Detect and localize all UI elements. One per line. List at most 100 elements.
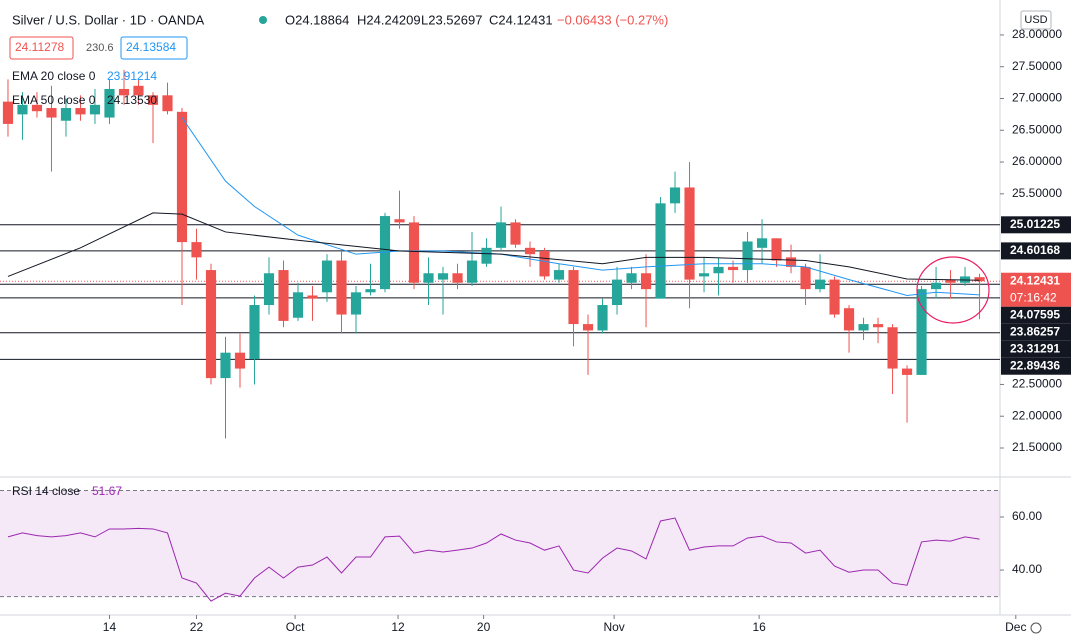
spread: 230.6 [86, 42, 114, 54]
candle-body [611, 279, 623, 306]
settings-icon[interactable] [1030, 622, 1042, 634]
candle-body [843, 308, 855, 331]
candle-body [31, 104, 43, 112]
candle-body [220, 352, 231, 379]
candle-body [60, 108, 72, 121]
candle-body [829, 279, 840, 315]
candle-body [756, 238, 768, 248]
x-tick-label: Dec [1005, 620, 1026, 634]
ohlc-close: C24.12431 [489, 12, 553, 27]
candle-body [191, 242, 202, 258]
candle-body [249, 305, 260, 360]
candle-body [785, 257, 797, 267]
candle-body [118, 88, 130, 96]
candle-body [147, 95, 159, 105]
candle-body [887, 327, 898, 369]
candle-body [394, 219, 405, 223]
candle-body [568, 270, 579, 325]
candle-body [336, 260, 347, 315]
ohlc-low: L23.52697 [421, 12, 482, 27]
ask: 24.13584 [126, 40, 176, 54]
x-tick-label: Oct [286, 620, 305, 634]
candle-body [771, 238, 782, 261]
candle-body [727, 266, 739, 271]
candle-body [176, 111, 188, 243]
price-label-bg [1001, 242, 1071, 260]
candle-body [582, 324, 594, 331]
price-label-bg [1001, 306, 1071, 324]
plot-area [0, 69, 1000, 602]
ohlc-high: H24.24209 [357, 12, 421, 27]
price-label: 25.01225 [1010, 217, 1060, 231]
candle-body [321, 260, 333, 293]
price-label: 24.12431 [1010, 273, 1060, 287]
candle-body [365, 289, 376, 293]
x-tick-label: 12 [391, 620, 405, 634]
currency: USD [1024, 14, 1047, 26]
candle-body [350, 292, 362, 315]
price-label: 23.86257 [1010, 324, 1060, 338]
rsi-band [0, 490, 1000, 597]
status-dot [259, 16, 267, 24]
currency-button[interactable] [1020, 10, 1052, 30]
price-label-bg [1001, 357, 1071, 375]
candle-body [800, 266, 811, 290]
price-label: 23.31291 [1010, 341, 1060, 355]
candle-body [437, 273, 449, 280]
candle-body [89, 104, 101, 115]
ema20-label: EMA 20 close 0 [12, 69, 96, 83]
candle-body [205, 270, 217, 379]
candle-body [916, 289, 927, 375]
candle-body [46, 108, 57, 118]
rsi-label: RSI 14 close [12, 484, 80, 498]
candle-body [901, 368, 913, 375]
ema50-value: 24.13530 [107, 93, 157, 107]
ema-line [181, 117, 980, 296]
y-tick-label: 27.50000 [1012, 59, 1062, 73]
y-tick-label: 21.50000 [1012, 440, 1062, 454]
candle-body [684, 187, 695, 280]
price-label-bg [1001, 272, 1071, 307]
candle-body [640, 273, 652, 290]
candle-body [263, 273, 275, 306]
y-tick-label: 22.50000 [1012, 377, 1062, 391]
candle-body [452, 273, 463, 283]
y-tick-label: 26.50000 [1012, 122, 1062, 136]
candle-body [669, 187, 681, 204]
price-label: 22.89436 [1010, 358, 1060, 372]
x-tick-label: 20 [477, 620, 491, 634]
x-tick-label: Nov [603, 620, 624, 634]
candle-body [539, 251, 550, 277]
highlight-circle [916, 256, 990, 324]
candle-body [481, 247, 492, 264]
candle-body [495, 222, 507, 248]
candle-body [974, 277, 985, 282]
candle-body [379, 216, 391, 290]
y-tick-label: 25.50000 [1012, 186, 1062, 200]
candle-body [17, 104, 28, 115]
candle-body [872, 324, 884, 328]
candle-body [75, 108, 86, 115]
candle-body [307, 295, 318, 299]
ask-box[interactable] [120, 36, 188, 60]
rsi-tick-label: 60.00 [1012, 509, 1042, 523]
ema50-label: EMA 50 close 0 [12, 93, 96, 107]
price-label-bg [1001, 340, 1071, 358]
ema20-value: 23.91214 [107, 69, 157, 83]
countdown: 07:16:42 [1010, 290, 1057, 304]
candle-body [408, 222, 420, 283]
candle-body [930, 282, 942, 290]
symbol: Silver / U.S. Dollar · 1D · OANDA [12, 12, 204, 27]
x-tick-label: 14 [103, 620, 117, 634]
candle-body [510, 222, 521, 245]
candle-body [524, 247, 536, 255]
candle-body [742, 241, 753, 271]
rsi-line [7, 517, 980, 602]
price-label: 24.60168 [1010, 243, 1060, 257]
bid-box[interactable] [9, 36, 74, 60]
candle-body [292, 292, 304, 318]
candle-body [234, 352, 246, 369]
ohlc-open: O24.18864 [285, 12, 349, 27]
price-label-bg [1001, 323, 1071, 341]
ema-line [7, 212, 980, 281]
